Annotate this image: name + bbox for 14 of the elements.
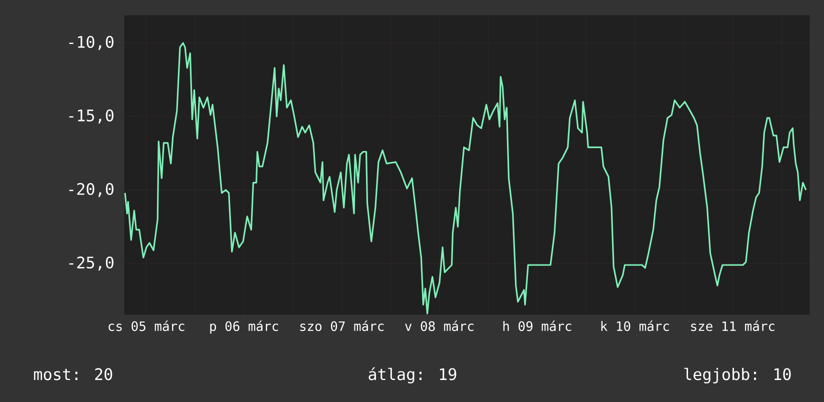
y-tick-label: -20,0 [69, 182, 114, 198]
x-tick-label: v 08 márc [405, 320, 474, 332]
x-tick-label: k 10 márc [601, 320, 669, 332]
y-tick-label: -25,0 [69, 256, 114, 271]
text: legjobb: 10 [684, 368, 791, 384]
x-tick-label: cs 05 márc [108, 320, 184, 332]
y-tick-label: -15,0 [69, 109, 114, 124]
x-tick-label: h 09 márc [503, 320, 572, 332]
y-tick-label: -10,0 [69, 36, 114, 50]
x-tick-label: sze 11 márc [691, 320, 774, 332]
x-tick-label: p 06 márc [210, 320, 278, 334]
text: most: 20 [34, 368, 112, 380]
text: átlag: 19 [368, 367, 456, 384]
x-tick-label: szo 07 márc [300, 320, 384, 332]
